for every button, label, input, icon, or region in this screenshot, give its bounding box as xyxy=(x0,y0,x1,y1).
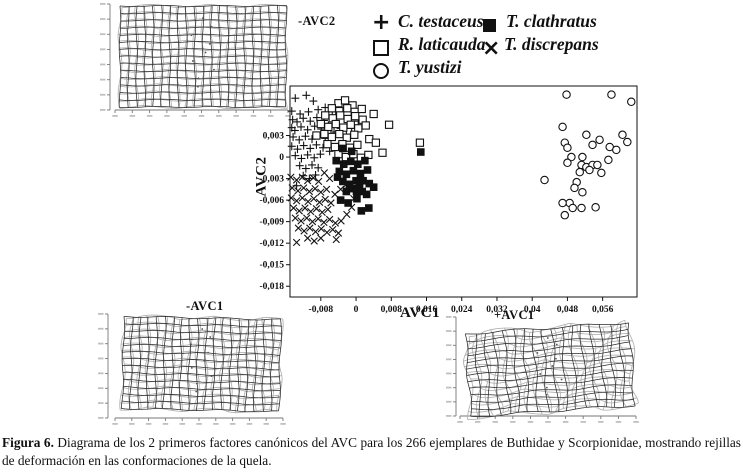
grid-label-pos-avc1: +AVC1 xyxy=(494,308,535,322)
y-axis-label: AVC2 xyxy=(253,156,270,197)
legend-label-t-clathratus: T. clathratus xyxy=(506,11,597,31)
grid-label-neg-avc1: -AVC1 xyxy=(186,299,224,313)
deformation-grid-pos-avc1 xyxy=(446,316,639,423)
svg-text:-0,018: -0,018 xyxy=(259,282,284,292)
figure-caption: Figura 6. Diagrama de los 2 primeros fac… xyxy=(2,434,741,470)
svg-text:0: 0 xyxy=(354,305,359,315)
circle-open-icon xyxy=(373,63,389,79)
deformation-grid-neg-avc2 xyxy=(100,3,291,117)
svg-text:0,032: 0,032 xyxy=(486,305,508,315)
svg-text:0,048: 0,048 xyxy=(557,305,579,315)
svg-text:0,04: 0,04 xyxy=(524,305,541,315)
caption-text: Diagrama de los 2 primeros factores canó… xyxy=(2,435,741,468)
legend-label-c-testaceus: C. testaceus xyxy=(398,11,484,31)
svg-text:-0,006: -0,006 xyxy=(259,196,284,206)
svg-text:-0,012: -0,012 xyxy=(259,239,284,249)
square-filled-icon xyxy=(483,19,496,32)
svg-text:-0,008: -0,008 xyxy=(309,305,334,315)
svg-text:0,008: 0,008 xyxy=(381,305,403,315)
x-axis-label: AVC1 xyxy=(400,305,441,321)
svg-text:0,024: 0,024 xyxy=(451,305,473,315)
grid-label-neg-avc2: -AVC2 xyxy=(298,14,336,28)
svg-text:0,003: 0,003 xyxy=(263,132,285,142)
svg-text:-0,003: -0,003 xyxy=(259,175,284,185)
svg-text:0,016: 0,016 xyxy=(416,305,438,315)
svg-text:0,056: 0,056 xyxy=(592,305,614,315)
deformation-grid-neg-avc1 xyxy=(98,313,286,425)
caption-label: Figura 6. xyxy=(2,435,54,450)
cross-icon: × xyxy=(482,36,501,61)
legend-label-t-discrepans: T. discrepans xyxy=(504,34,599,54)
square-open-icon xyxy=(373,40,389,56)
legend-label-r-laticauda: R. laticauda xyxy=(398,34,486,54)
svg-text:0: 0 xyxy=(279,153,284,163)
scatter-plot: -0,008 0 0,008 0,016 0,024 0,032 0,04 0,048 0,05… xyxy=(259,85,638,315)
legend-label-t-yustizi: T. yustizi xyxy=(398,57,462,77)
plus-icon: + xyxy=(372,10,391,35)
svg-text:-0,015: -0,015 xyxy=(259,261,284,271)
svg-text:-0,009: -0,009 xyxy=(259,218,284,228)
